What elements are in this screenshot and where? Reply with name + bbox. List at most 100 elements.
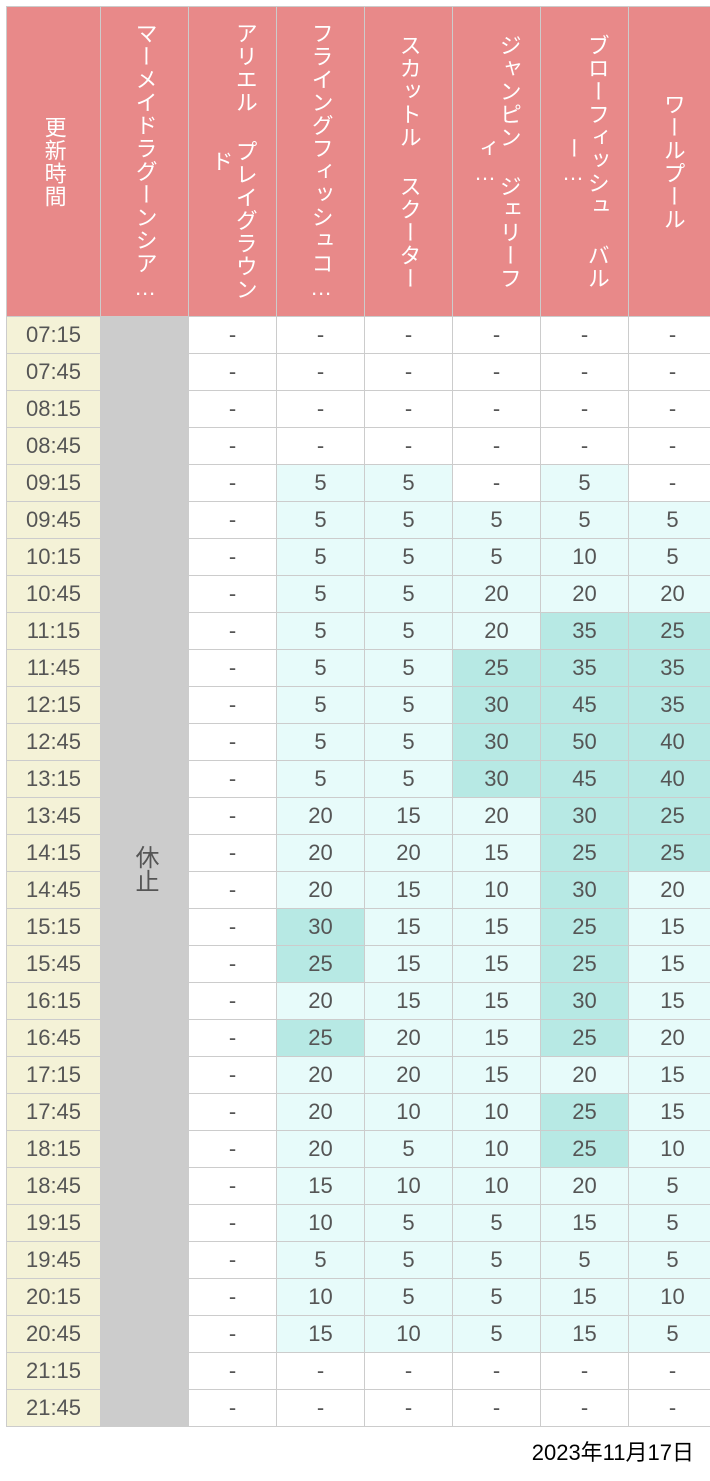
wait-cell: 5 [365,502,453,539]
wait-cell: 20 [453,798,541,835]
wait-cell: 5 [453,1316,541,1353]
wait-cell: - [453,354,541,391]
wait-cell: 35 [629,687,710,724]
column-header: ブローフィッシュ バルー… [541,7,629,317]
wait-cell: 5 [453,539,541,576]
time-cell: 17:15 [7,1057,101,1094]
wait-cell: 10 [541,539,629,576]
wait-cell: 15 [629,1094,710,1131]
wait-cell: 5 [365,1242,453,1279]
column-header-label: アリエル プレイグラウンド [208,13,256,310]
wait-cell: 15 [365,909,453,946]
wait-cell: 5 [365,539,453,576]
wait-cell: - [189,798,277,835]
wait-cell: 15 [453,835,541,872]
wait-cell: 5 [365,761,453,798]
wait-cell: 20 [365,835,453,872]
wait-cell: 5 [277,724,365,761]
wait-cell: 5 [629,1316,710,1353]
time-cell: 11:15 [7,613,101,650]
wait-cell: 5 [365,1131,453,1168]
wait-cell: 25 [541,1094,629,1131]
wait-cell: 5 [277,687,365,724]
wait-cell: 20 [453,613,541,650]
wait-cell: 5 [277,1242,365,1279]
wait-cell: 25 [277,946,365,983]
wait-cell: 10 [365,1094,453,1131]
wait-cell: - [189,1390,277,1427]
wait-cell: 30 [541,798,629,835]
wait-cell: - [189,502,277,539]
column-header-label: ワールプール [660,13,684,310]
time-cell: 09:15 [7,465,101,502]
wait-cell: 15 [277,1316,365,1353]
wait-cell: - [189,983,277,1020]
wait-cell: 25 [629,798,710,835]
wait-cell: - [277,391,365,428]
wait-cell: 5 [277,650,365,687]
column-header: 更新時間 [7,7,101,317]
time-cell: 15:45 [7,946,101,983]
wait-cell: 25 [629,835,710,872]
wait-cell: 20 [541,1168,629,1205]
wait-cell: 15 [365,983,453,1020]
wait-cell: 20 [277,835,365,872]
wait-cell: 10 [365,1316,453,1353]
wait-cell: 20 [277,1057,365,1094]
wait-cell: 30 [277,909,365,946]
wait-cell: 5 [277,761,365,798]
wait-cell: 20 [277,872,365,909]
wait-cell: 15 [453,909,541,946]
wait-cell: 15 [365,872,453,909]
wait-cell: - [453,391,541,428]
wait-cell: 30 [541,983,629,1020]
wait-cell: 40 [629,761,710,798]
wait-cell: 10 [365,1168,453,1205]
wait-cell: - [453,428,541,465]
wait-cell: - [189,317,277,354]
wait-cell: 30 [453,761,541,798]
wait-cell: - [541,1390,629,1427]
wait-cell: 5 [541,465,629,502]
wait-cell: 20 [629,1020,710,1057]
wait-cell: 35 [541,650,629,687]
wait-cell: 20 [277,1131,365,1168]
time-cell: 16:45 [7,1020,101,1057]
time-cell: 12:15 [7,687,101,724]
column-header-label: マーメイドラグーンシア… [132,13,156,310]
wait-cell: 35 [541,613,629,650]
wait-cell: 10 [629,1131,710,1168]
wait-cell: 10 [277,1205,365,1242]
column-header: マーメイドラグーンシア… [101,7,189,317]
wait-cell: 5 [365,724,453,761]
wait-cell: - [189,909,277,946]
time-cell: 13:45 [7,798,101,835]
time-cell: 20:15 [7,1279,101,1316]
column-header: ジャンピン ジェリーフィ… [453,7,541,317]
wait-cell: 30 [453,724,541,761]
wait-cell: 15 [453,983,541,1020]
time-cell: 10:15 [7,539,101,576]
time-cell: 18:45 [7,1168,101,1205]
wait-cell: 25 [629,613,710,650]
column-header: アリエル プレイグラウンド [189,7,277,317]
closed-cell: 休止 [101,317,189,1427]
wait-cell: - [189,539,277,576]
time-cell: 19:15 [7,1205,101,1242]
wait-cell: - [365,317,453,354]
time-cell: 08:45 [7,428,101,465]
wait-cell: 30 [541,872,629,909]
wait-cell: 5 [453,1279,541,1316]
wait-cell: - [189,1168,277,1205]
wait-cell: 5 [277,613,365,650]
wait-cell: - [365,428,453,465]
wait-cell: 5 [541,1242,629,1279]
time-cell: 16:15 [7,983,101,1020]
time-cell: 13:15 [7,761,101,798]
date-label: 2023年11月17日 [6,1427,704,1467]
column-header: スカットル スクーター [365,7,453,317]
time-cell: 14:45 [7,872,101,909]
column-header-label: フライングフィッシュコ… [308,13,332,310]
wait-cell: - [365,1353,453,1390]
wait-cell: - [541,428,629,465]
